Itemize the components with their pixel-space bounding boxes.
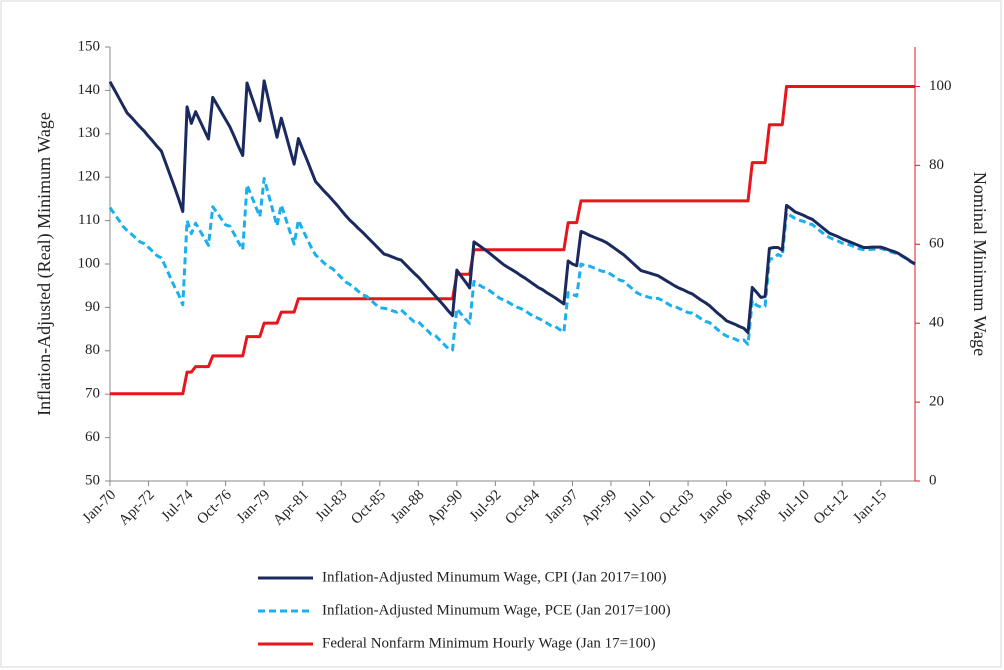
y-tick-label: 70	[85, 386, 100, 402]
y-tick-label: 50	[85, 472, 100, 488]
y2-tick-label: 60	[929, 236, 944, 252]
y2-tick-label: 80	[929, 157, 944, 173]
y-tick-label: 90	[85, 299, 100, 315]
y-axis-title: Inflation-Adjusted (Real) Minimum Wage	[34, 112, 55, 416]
y-tick-label: 80	[85, 342, 100, 358]
y-tick-label: 100	[78, 255, 101, 271]
series-line	[108, 177, 916, 352]
series-line	[108, 79, 916, 335]
y-tick-label: 140	[78, 82, 101, 98]
y2-tick-label: 100	[929, 78, 952, 94]
legend-label: Federal Nonfarm Minimum Hourly Wage (Jan…	[322, 635, 656, 651]
y-tick-label: 130	[78, 125, 101, 141]
y2-axis-title: Nominal Minimum Wage	[970, 172, 990, 356]
legend-label: Inflation-Adjusted Minumum Wage, PCE (Ja…	[322, 602, 671, 618]
series-line	[110, 84, 915, 396]
y-tick-label: 120	[78, 169, 101, 185]
y-tick-label: 60	[85, 429, 100, 445]
y2-tick-label: 20	[929, 394, 944, 410]
y2-tick-label: 40	[929, 315, 944, 331]
y-tick-label: 150	[78, 38, 101, 54]
y2-tick-label: 0	[929, 472, 937, 488]
y-tick-label: 110	[78, 212, 100, 228]
legend-label: Inflation-Adjusted Minumum Wage, CPI (Ja…	[322, 569, 666, 585]
